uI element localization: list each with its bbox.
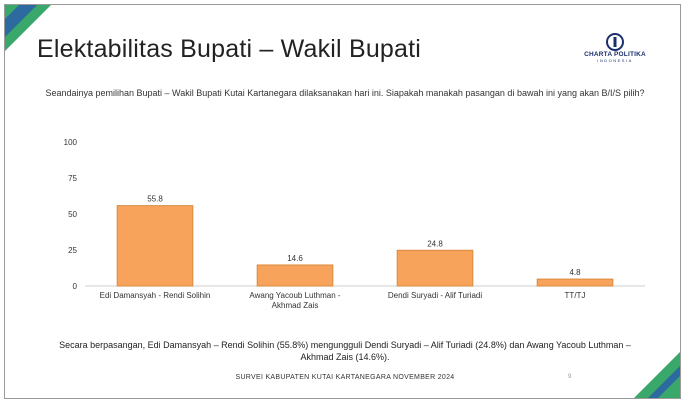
bar-value-label: 55.8 — [147, 195, 163, 204]
charta-politika-logo-icon — [606, 33, 624, 51]
bar-value-label: 4.8 — [569, 268, 581, 277]
footer-text: SURVEI KABUPATEN KUTAI KARTANEGARA NOVEM… — [235, 374, 455, 381]
slide-title: Elektabilitas Bupati – Wakil Bupati — [37, 35, 422, 63]
category-label: Dendi Suryadi - Alif Turiadi — [388, 291, 482, 300]
category-label-line: Dendi Suryadi - Alif Turiadi — [388, 291, 482, 300]
logo-subtitle: INDONESIA — [597, 58, 633, 63]
slide: Elektabilitas Bupati – Wakil Bupati CHAR… — [4, 4, 681, 399]
y-tick-label: 100 — [64, 138, 78, 147]
bar — [536, 278, 614, 287]
category-label-line: TT/TJ — [565, 291, 586, 300]
y-tick-label: 0 — [73, 282, 78, 291]
charta-politika-logo: CHARTA POLITIKA INDONESIA — [573, 33, 657, 63]
logo-name: CHARTA POLITIKA — [584, 51, 646, 58]
y-tick-label: 50 — [68, 210, 77, 219]
bar-value-label: 24.8 — [427, 239, 443, 248]
bar-value-label: 14.6 — [287, 254, 303, 263]
bar-chart: 0 25 50 75 100 55.8 Edi Damansyah - Rendi Soli… — [64, 138, 645, 310]
corner-accent-bottom-right — [634, 352, 680, 398]
bar — [256, 264, 334, 287]
category-label-line: Edi Damansyah - Rendi Solihin — [100, 291, 211, 300]
y-tick-label: 75 — [68, 174, 77, 183]
corner-accent-top-left — [5, 5, 51, 51]
y-tick-label: 25 — [68, 246, 77, 255]
bar — [116, 205, 194, 287]
survey-question: Seandainya pemilihan Bupati – Wakil Bupa… — [45, 88, 645, 98]
category-label: Edi Damansyah - Rendi Solihin — [100, 291, 211, 300]
bar — [396, 249, 474, 287]
category-label-line: Akhmad Zais — [272, 301, 319, 310]
summary-text: Secara berpasangan, Edi Damansyah – Rend… — [59, 340, 631, 362]
category-label-line: Awang Yacoub Luthman - — [249, 291, 341, 300]
page-number: 9 — [568, 374, 572, 380]
category-label: Awang Yacoub Luthman -Akhmad Zais — [249, 291, 341, 310]
category-label: TT/TJ — [565, 291, 586, 300]
